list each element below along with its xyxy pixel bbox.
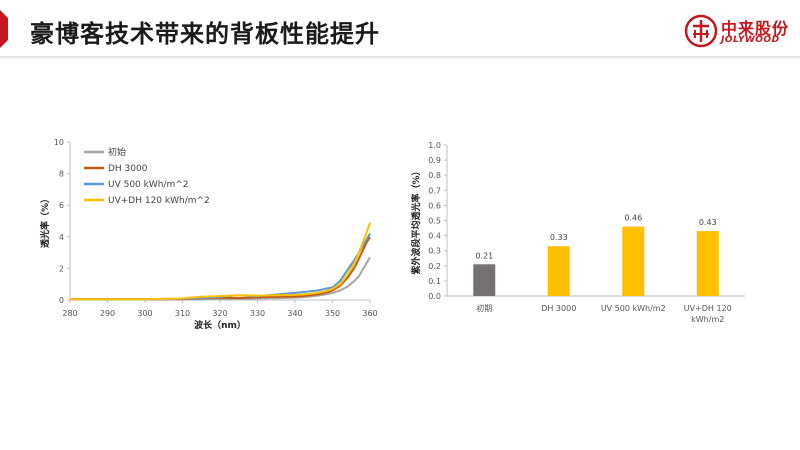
y-tick-label: 0 <box>59 296 64 305</box>
x-category-label-1: 初期 <box>476 303 492 313</box>
company-logo: 中来股份 JOLYWOOD <box>684 14 796 48</box>
y-tick-label: 0.9 <box>428 156 441 165</box>
x-axis-title: 波长（nm） <box>194 319 246 331</box>
y-tick-label: 0.7 <box>428 186 441 195</box>
bar-data-label-1: 0.21 <box>475 251 493 260</box>
transmittance-line-chart: 0 2 4 6 8 10 280 290 300 310 320 330 340 350 360 波长（nm）… <box>39 130 390 340</box>
bar-data-label-2: 0.33 <box>550 233 568 242</box>
y-tick-label: 10 <box>54 138 64 147</box>
bar-1 <box>473 264 496 296</box>
y-tick-label: 8 <box>59 170 64 179</box>
page-title: 豪博客技术带来的背板性能提升 <box>30 20 380 48</box>
y-tick-label: 0.5 <box>428 217 441 226</box>
y-tick-label: 1.0 <box>428 141 441 150</box>
y-tick-label: 0.8 <box>428 171 441 180</box>
bar-data-label-4: 0.43 <box>699 218 717 227</box>
y-tick-label: 6 <box>59 201 64 210</box>
x-tick-label: 340 <box>287 309 302 318</box>
y-axis-title: 透光率（%） <box>39 194 51 248</box>
legend-label-1: 初始 <box>108 146 126 158</box>
bar-3 <box>622 226 645 296</box>
x-tick-label: 360 <box>362 309 377 318</box>
header-divider <box>0 56 800 58</box>
uv-average-bar-chart: 0.0 0.1 0.2 0.3 0.4 0.5 0.6 0.7 0.8 0.9 1.0 紫外波段平均透… <box>405 130 785 360</box>
y-axis-title: 紫外波段平均透光率（%） <box>410 166 422 274</box>
x-tick-label: 320 <box>212 309 227 318</box>
title-accent-bar <box>0 10 8 48</box>
x-category-label-2: DH 3000 <box>541 304 576 313</box>
y-tick-label: 0.2 <box>428 262 441 271</box>
x-category-label-3: UV 500 kWh/m2 <box>601 304 666 313</box>
x-tick-label: 280 <box>62 309 77 318</box>
y-tick-label: 0.4 <box>428 232 441 241</box>
x-tick-label: 330 <box>250 309 265 318</box>
x-tick-label: 290 <box>100 309 115 318</box>
x-tick-label: 300 <box>137 309 152 318</box>
y-tick-label: 2 <box>59 264 64 273</box>
x-tick-label: 350 <box>325 309 340 318</box>
header: 豪博客技术带来的背板性能提升 中来股份 JOLYWOOD <box>0 0 800 62</box>
y-tick-label: 0.3 <box>428 247 441 256</box>
bar-2 <box>547 246 570 296</box>
y-tick-label: 4 <box>59 233 64 242</box>
legend-label-3: UV 500 kWh/m^2 <box>108 180 189 190</box>
legend-label-2: DH 3000 <box>108 164 148 174</box>
x-category-label-4: UV+DH 120 kWh/m2 <box>684 304 732 324</box>
logo-english-text: JOLYWOOD <box>721 35 780 45</box>
logo-mark-icon <box>684 14 718 48</box>
bar-4 <box>696 231 719 296</box>
x-tick-label: 310 <box>175 309 190 318</box>
logo-chinese-text: 中来股份 <box>721 19 790 38</box>
y-tick-label: 0.1 <box>428 277 441 286</box>
y-tick-label: 0.6 <box>428 201 441 210</box>
line-series-4 <box>70 222 371 301</box>
y-tick-label: 0.0 <box>428 292 441 301</box>
legend-label-4: UV+DH 120 kWh/m^2 <box>108 196 210 206</box>
line-series-3 <box>70 233 371 301</box>
bar-data-label-3: 0.46 <box>624 214 642 223</box>
